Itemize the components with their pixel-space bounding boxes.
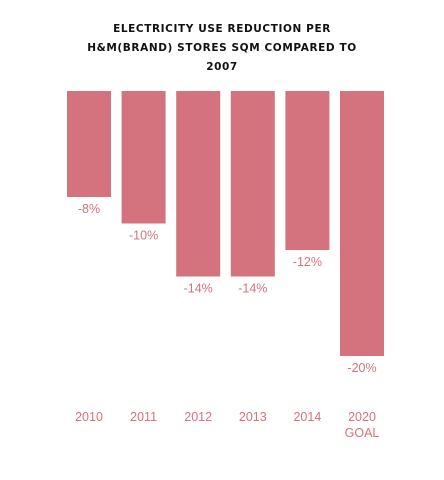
bar-3 (230, 91, 275, 277)
category-label-2: 2012 (184, 410, 212, 424)
bar-0 (67, 91, 111, 197)
chart-title-line-2: H&M(BRAND) STORES SQM COMPARED TO (87, 42, 357, 54)
category-label-3: 2013 (239, 410, 267, 424)
data-label-3: -14% (238, 282, 267, 296)
chart-title: ELECTRICITY USE REDUCTION PER H&M(BRAND)… (0, 20, 444, 77)
data-label-1: -10% (129, 229, 158, 243)
chart-title-line-1: ELECTRICITY USE REDUCTION PER (113, 23, 331, 35)
data-label-4: -12% (293, 255, 322, 269)
bar-2 (176, 91, 221, 277)
bar-5 (340, 91, 384, 356)
bar-1 (121, 91, 166, 224)
data-label-5: -20% (347, 361, 376, 375)
bar-4 (285, 91, 330, 250)
data-label-2: -14% (184, 282, 213, 296)
category-label-4: 2014 (293, 410, 321, 424)
category-label-1: 2011 (130, 410, 157, 424)
category-label-5-line-1: GOAL (345, 426, 380, 440)
category-label-5-line-0: 2020 (348, 410, 376, 424)
chart-title-line-3: 2007 (206, 61, 238, 73)
category-label-0: 2010 (75, 410, 103, 424)
data-label-0: -8% (78, 202, 100, 216)
